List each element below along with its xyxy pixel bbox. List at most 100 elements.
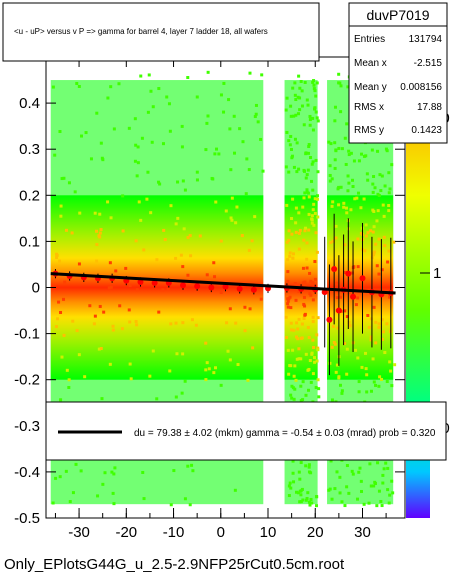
density-cell	[183, 188, 187, 192]
density-cell	[291, 471, 295, 475]
density-cell	[335, 296, 339, 300]
density-cell	[304, 176, 308, 180]
density-cell	[377, 384, 381, 388]
density-cell	[97, 347, 101, 351]
density-cell	[306, 491, 310, 495]
density-cell	[316, 170, 320, 174]
density-cell	[142, 248, 146, 252]
density-cell	[288, 481, 292, 485]
density-cell	[307, 463, 311, 467]
density-cell	[328, 173, 332, 177]
density-cell	[311, 298, 315, 302]
density-cell	[140, 136, 144, 140]
density-cell	[314, 158, 318, 162]
density-cell	[101, 482, 105, 486]
profile-point	[350, 293, 357, 300]
density-cell	[227, 98, 231, 102]
density-cell	[374, 320, 378, 324]
density-cell	[296, 337, 300, 341]
density-cell	[301, 498, 305, 502]
density-cell	[214, 366, 218, 370]
density-cell	[301, 266, 305, 270]
density-cell	[378, 375, 382, 379]
density-cell	[225, 321, 229, 325]
density-cell	[238, 127, 242, 131]
density-cell	[111, 491, 115, 495]
density-cell	[136, 161, 140, 165]
density-cell	[151, 105, 155, 109]
density-cell	[299, 384, 303, 388]
density-cell	[285, 335, 289, 339]
density-cell	[315, 81, 319, 85]
y-tick-label: -0.5	[14, 510, 40, 527]
density-cell	[162, 228, 166, 232]
density-cell	[351, 185, 355, 189]
density-cell	[167, 102, 171, 106]
density-cell	[214, 200, 218, 204]
density-cell	[188, 503, 192, 507]
density-cell	[315, 194, 319, 198]
density-cell	[213, 152, 217, 156]
density-cell	[372, 250, 376, 254]
density-cell	[133, 117, 137, 121]
stats-value-entries: 131794	[409, 34, 443, 45]
density-cell	[73, 190, 77, 194]
density-cell	[296, 112, 300, 116]
density-cell	[366, 231, 370, 235]
density-cell	[304, 464, 308, 468]
density-cell	[219, 290, 223, 294]
density-cell	[157, 180, 161, 184]
density-cell	[334, 148, 338, 152]
density-cell	[377, 489, 381, 493]
density-cell	[294, 378, 298, 382]
density-cell	[55, 256, 59, 260]
density-cell	[310, 214, 314, 218]
density-cell	[285, 130, 289, 134]
density-cell	[110, 470, 114, 474]
density-cell	[306, 151, 310, 155]
density-cell	[71, 319, 75, 323]
density-cell	[311, 315, 315, 319]
density-cell	[289, 104, 293, 108]
density-cell	[236, 362, 240, 366]
density-cell	[357, 191, 361, 195]
density-cell	[228, 358, 232, 362]
density-cell	[253, 115, 257, 119]
density-cell	[287, 494, 291, 498]
density-cell	[383, 244, 387, 248]
density-cell	[315, 250, 319, 254]
density-cell	[75, 329, 79, 333]
density-cell	[240, 234, 244, 238]
x-tick-label: -10	[163, 524, 185, 541]
density-cell	[333, 158, 337, 162]
density-cell	[377, 237, 381, 241]
density-cell	[299, 79, 303, 83]
density-cell	[297, 74, 301, 78]
density-cell	[114, 269, 118, 273]
density-cell	[388, 360, 392, 364]
density-cell	[259, 137, 263, 141]
density-cell	[290, 156, 294, 160]
density-cell	[146, 170, 150, 174]
density-cell	[300, 104, 304, 108]
density-cell	[287, 170, 291, 174]
density-cell	[384, 147, 388, 151]
density-cell	[381, 481, 385, 485]
stats-name: duvP7019	[366, 7, 429, 23]
density-cell	[339, 185, 343, 189]
density-cell	[382, 467, 386, 471]
density-cell	[54, 325, 58, 329]
density-cell	[243, 329, 247, 333]
density-cell	[307, 212, 311, 216]
density-cell	[64, 228, 68, 232]
density-cell	[312, 223, 316, 227]
density-cell	[375, 264, 379, 268]
density-cell	[356, 356, 360, 360]
density-cell	[387, 191, 391, 195]
density-cell	[195, 95, 199, 99]
density-cell	[308, 358, 312, 362]
density-cell	[288, 254, 292, 258]
density-cell	[128, 283, 132, 287]
density-cell	[316, 348, 320, 352]
density-cell	[289, 486, 293, 490]
